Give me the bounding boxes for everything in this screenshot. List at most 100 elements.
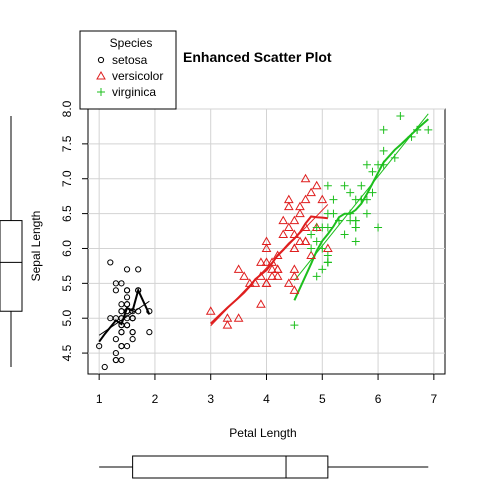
setosa-point [124, 302, 129, 307]
petal-length-boxplot [99, 456, 428, 478]
versicolor-point [240, 272, 248, 279]
versicolor-point [223, 321, 231, 328]
virginica-point [396, 112, 404, 120]
legend: Species setosa versicolor virginica [80, 31, 176, 109]
versicolor-point [302, 238, 310, 245]
legend-title: Species [110, 36, 153, 50]
setosa-point [124, 288, 129, 293]
versicolor-point [279, 217, 287, 224]
virginica-point [424, 126, 432, 134]
setosa-point [113, 337, 118, 342]
setosa-point [102, 364, 107, 369]
setosa-point [124, 344, 129, 349]
virginica-smooth-line [294, 119, 428, 300]
setosa-point [124, 267, 129, 272]
versicolor-point [313, 182, 321, 189]
x-tick-label: 2 [152, 392, 159, 406]
virginica-point [313, 272, 321, 280]
setosa-point [119, 357, 124, 362]
versicolor-point [274, 272, 282, 279]
y-tick-label: 5.5 [60, 275, 74, 292]
x-tick-label: 7 [431, 392, 438, 406]
setosa-point [119, 330, 124, 335]
versicolor-point [257, 300, 265, 307]
setosa-point [147, 330, 152, 335]
grid-lines [88, 109, 445, 374]
virginica-point [346, 217, 354, 225]
virginica-point [324, 182, 332, 190]
setosa-point [113, 288, 118, 293]
versicolor-point [302, 238, 310, 245]
virginica-point [368, 168, 376, 176]
versicolor-point [307, 189, 315, 196]
setosa-point [113, 357, 118, 362]
virginica-point [318, 265, 326, 273]
legend-setosa-label: setosa [112, 53, 148, 67]
virginica-point [363, 210, 371, 218]
versicolor-point [268, 272, 276, 279]
virginica-point [307, 244, 315, 252]
x-tick-label: 3 [207, 392, 214, 406]
virginica-point [363, 161, 371, 169]
virginica-point [329, 196, 337, 204]
virginica-point [357, 182, 365, 190]
virginica-point [352, 238, 360, 246]
virginica-point [329, 210, 337, 218]
versicolor-point [235, 265, 243, 272]
virginica-point [341, 182, 349, 190]
x-tick-label: 6 [375, 392, 382, 406]
setosa-point [130, 337, 135, 342]
setosa-point [108, 260, 113, 265]
y-axis: 4.5 5.0 5.5 6.0 6.5 7.0 7.5 8.0 [60, 100, 88, 361]
virginica-point [290, 321, 298, 329]
virginica-point [324, 258, 332, 266]
versicolor-point [285, 203, 293, 210]
versicolor-point [257, 258, 265, 265]
x-axis: 1234567 [96, 374, 438, 406]
setosa-point [119, 344, 124, 349]
virginica-point [352, 224, 360, 232]
versicolor-point [285, 224, 293, 231]
versicolor-point [296, 238, 304, 245]
setosa-point [124, 295, 129, 300]
versicolor-point [279, 231, 287, 238]
chart-title: Enhanced Scatter Plot [183, 49, 332, 65]
virginica-point [346, 189, 354, 197]
virginica-point [380, 126, 388, 134]
versicolor-point [296, 203, 304, 210]
y-tick-label: 6.5 [60, 205, 74, 222]
y-tick-label: 7.5 [60, 135, 74, 152]
box [133, 456, 328, 478]
versicolor-point [274, 265, 282, 272]
y-tick-label: 4.5 [60, 344, 74, 361]
versicolor-point [290, 265, 298, 272]
x-axis-label: Petal Length [229, 426, 296, 440]
setosa-point [124, 323, 129, 328]
x-tick-label: 4 [263, 392, 270, 406]
virginica-point [341, 231, 349, 239]
sepal-length-boxplot [0, 116, 22, 367]
virginica-point [324, 251, 332, 259]
y-tick-label: 5.0 [60, 310, 74, 327]
virginica-point [408, 133, 416, 141]
setosa-point [130, 330, 135, 335]
setosa-point [136, 309, 141, 314]
data-points [97, 112, 433, 370]
y-tick-label: 8.0 [60, 100, 74, 117]
versicolor-point [302, 196, 310, 203]
y-tick-label: 6.0 [60, 240, 74, 257]
virginica-point [307, 231, 315, 239]
setosa-point [136, 267, 141, 272]
setosa-point [119, 302, 124, 307]
x-tick-label: 1 [96, 392, 103, 406]
legend-virginica-label: virginica [112, 85, 156, 99]
virginica-point [391, 154, 399, 162]
versicolor-point [290, 217, 298, 224]
versicolor-point [274, 265, 282, 272]
setosa-point [119, 309, 124, 314]
virginica-point [374, 224, 382, 232]
versicolor-point [285, 196, 293, 203]
y-tick-label: 7.0 [60, 170, 74, 187]
virginica-point [380, 147, 388, 155]
